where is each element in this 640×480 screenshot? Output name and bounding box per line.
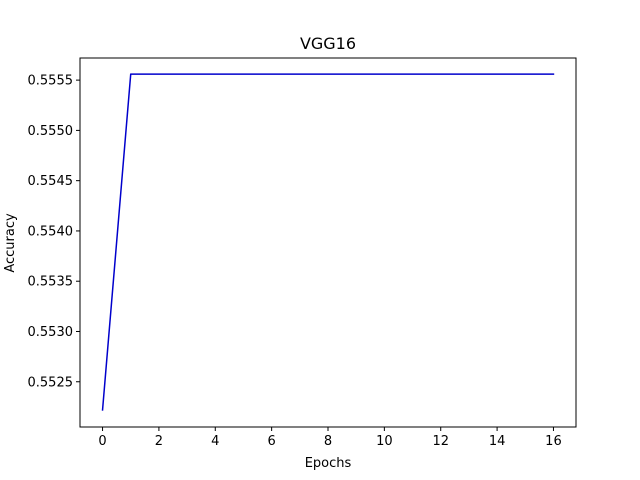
x-tick-label: 12 [432,434,449,449]
x-tick-label: 8 [324,434,332,449]
x-tick-label: 16 [545,434,562,449]
y-tick-label: 0.5555 [28,74,74,89]
chart-title: VGG16 [300,34,356,53]
y-tick-label: 0.5530 [28,325,74,340]
x-tick-label: 0 [98,434,106,449]
y-axis-title: Accuracy [3,213,18,273]
plot-area: 0 2 4 6 8 10 12 14 16 0.5525 0.5530 0.5535 0.5540 0.5… [28,57,577,449]
y-tick-label: 0.5550 [28,124,74,139]
x-tick-label: 10 [376,434,393,449]
x-tick-label: 6 [267,434,275,449]
x-axis-title: Epochs [305,456,352,471]
y-tick-label: 0.5535 [28,275,74,290]
x-tick-label: 14 [489,434,506,449]
series-line-0 [101,73,555,411]
x-tick-label: 4 [211,434,219,449]
y-tick-label: 0.5540 [28,224,74,239]
x-tick-label: 2 [155,434,163,449]
y-tick-label: 0.5525 [28,375,74,390]
y-tick-label: 0.5545 [28,174,74,189]
